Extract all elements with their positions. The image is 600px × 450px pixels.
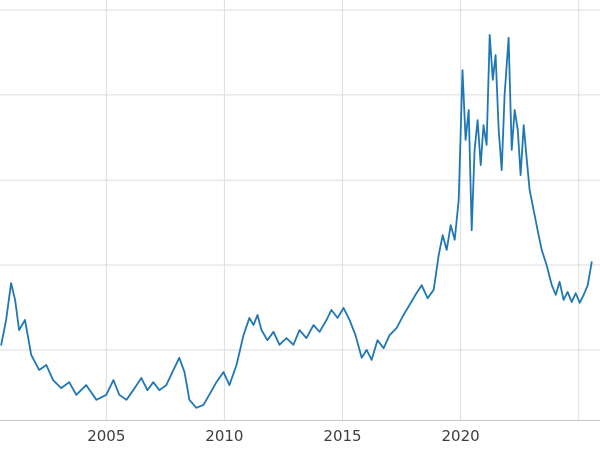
- x-tick-label: 2010: [205, 427, 243, 445]
- x-tick-label: 2015: [323, 427, 361, 445]
- price-series-line: [0, 34, 593, 409]
- gridlines: [0, 0, 600, 420]
- x-tick-label: 2005: [87, 427, 125, 445]
- x-tick-label: 2020: [442, 427, 480, 445]
- x-tick-labels: 2005 2010 2015 2020: [87, 427, 479, 445]
